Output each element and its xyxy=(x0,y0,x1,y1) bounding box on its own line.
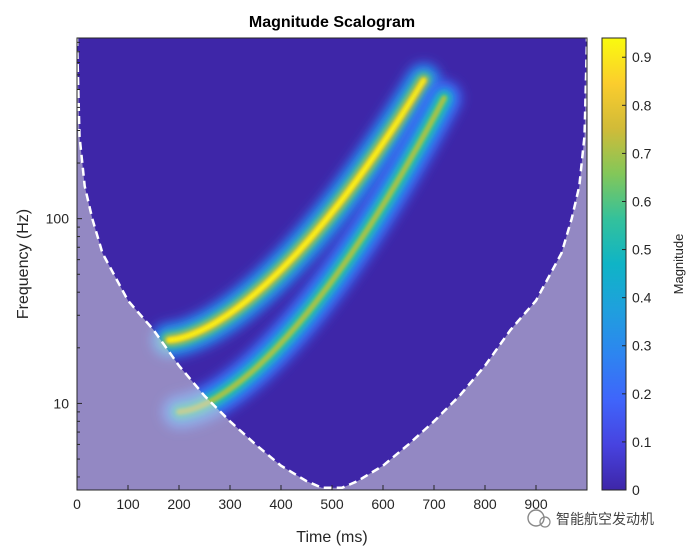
x-tick-label-700: 700 xyxy=(422,496,446,512)
ridge-1-layer-6 xyxy=(167,79,425,342)
cb-tick-label-0.8: 0.8 xyxy=(632,97,652,113)
cone-of-influence-shade xyxy=(77,38,587,490)
cb-tick-label-0.9: 0.9 xyxy=(632,49,652,65)
x-axis-label: Time (ms) xyxy=(296,529,367,546)
colorbar-gradient xyxy=(601,37,627,491)
x-tick-label-0: 0 xyxy=(73,496,81,512)
cb-tick-label-0.2: 0.2 xyxy=(632,386,652,402)
ridges-layer xyxy=(151,63,462,429)
colorbar-label: Magnitude xyxy=(671,234,686,295)
ridge-1 xyxy=(151,63,441,358)
x-tick-label-100: 100 xyxy=(116,496,140,512)
plot-area xyxy=(75,37,589,491)
x-tick-label-900: 900 xyxy=(524,496,548,512)
cb-tick-label-0.5: 0.5 xyxy=(632,242,652,258)
watermark-text: 智能航空发动机 xyxy=(556,512,654,528)
x-tick-label-500: 500 xyxy=(320,496,344,512)
ridge-2-layer-6 xyxy=(177,96,446,413)
cb-tick-label-0: 0 xyxy=(632,482,640,498)
x-tick-label-800: 800 xyxy=(473,496,497,512)
x-tick-label-600: 600 xyxy=(371,496,395,512)
chart-title: Magnitude Scalogram xyxy=(249,14,415,31)
colorbar: 0 0.1 0.2 0.3 0.4 0.5 0.6 0.7 0.8 0.9 Magnitude xyxy=(601,37,686,498)
y-tick-label-100: 100 xyxy=(46,211,70,227)
cone-of-influence-boundary xyxy=(75,37,589,489)
cb-tick-label-0.7: 0.7 xyxy=(632,145,652,161)
watermark: 智能航空发动机 xyxy=(527,509,654,528)
x-tick-label-400: 400 xyxy=(269,496,293,512)
x-tick-label-200: 200 xyxy=(167,496,191,512)
cb-tick-label-0.4: 0.4 xyxy=(632,290,652,306)
x-tick-label-300: 300 xyxy=(218,496,242,512)
cb-tick-label-0.3: 0.3 xyxy=(632,338,652,354)
ridge-2 xyxy=(162,81,462,429)
wechat-logo-icon xyxy=(527,509,545,527)
y-axis: 10 100 xyxy=(46,41,82,478)
cb-tick-label-0.1: 0.1 xyxy=(632,434,652,450)
y-axis-label: Frequency (Hz) xyxy=(15,209,32,319)
cb-tick-label-0.6: 0.6 xyxy=(632,193,652,209)
wechat-logo-icon-dot xyxy=(539,516,551,528)
y-tick-label-10: 10 xyxy=(53,395,69,411)
colorbar-ticks: 0 0.1 0.2 0.3 0.4 0.5 0.6 0.7 0.8 0.9 xyxy=(622,49,652,498)
x-axis: 0 100 200 300 400 500 600 700 800 900 xyxy=(73,485,548,512)
